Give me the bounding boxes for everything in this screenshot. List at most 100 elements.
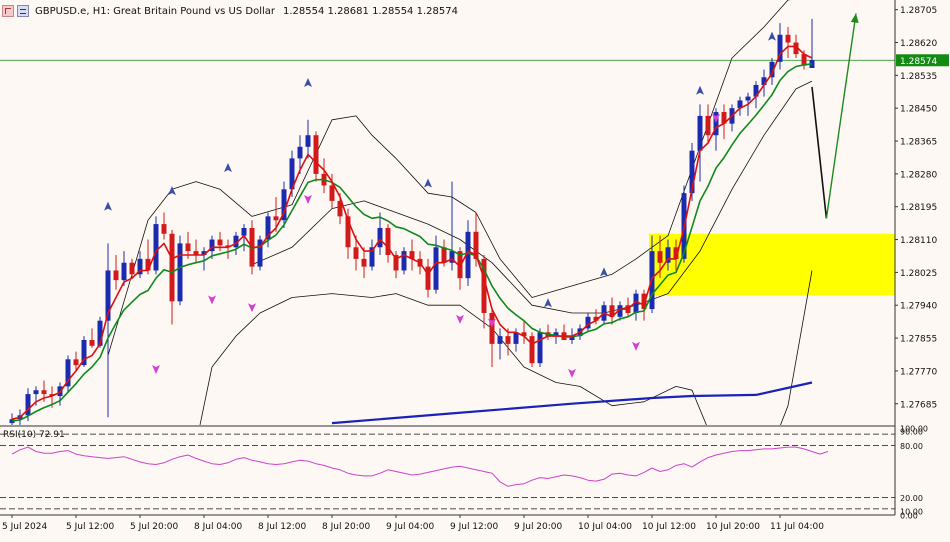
candle-body xyxy=(745,96,751,101)
rsi-tick-label: 10.00 xyxy=(900,508,923,517)
candle-body xyxy=(137,258,143,275)
rsi-tick-label: 0.00 xyxy=(900,512,918,521)
candle-body xyxy=(65,359,71,387)
price-tick-label: 1.27770 xyxy=(900,367,937,377)
candle-body xyxy=(129,262,135,275)
candle-body xyxy=(697,115,703,151)
candle-body xyxy=(425,266,431,290)
candle-body xyxy=(345,216,351,248)
candle-body xyxy=(409,251,415,259)
candle-body xyxy=(97,320,103,346)
main-plot xyxy=(0,0,895,425)
candle-body xyxy=(537,332,543,364)
rsi-tick-label: 100.00 xyxy=(900,425,928,434)
fractal-down-marker xyxy=(712,113,720,123)
candle-body xyxy=(753,85,759,97)
candle-body xyxy=(793,42,799,55)
candle-body xyxy=(401,251,407,271)
forecast-arrow-head xyxy=(850,13,859,24)
fractal-down-marker xyxy=(304,195,312,205)
time-tick-label: 10 Jul 12:00 xyxy=(642,522,696,532)
candle-body xyxy=(361,258,367,267)
candle-body xyxy=(801,54,807,66)
candle-body xyxy=(449,251,455,263)
slow-moving-average xyxy=(11,63,813,422)
candle-body xyxy=(353,247,359,259)
candle-body xyxy=(25,394,31,416)
chart-menu-icon[interactable] xyxy=(2,5,14,17)
candle-body xyxy=(377,227,383,248)
candle-body xyxy=(785,34,791,43)
time-tick-label: 10 Jul 04:00 xyxy=(578,522,632,532)
candle-body xyxy=(777,34,783,62)
fractal-up-marker xyxy=(104,201,112,211)
candle-body xyxy=(337,200,343,217)
price-tick-label: 1.27685 xyxy=(900,400,937,410)
rsi-pane: RSI(10) 72.91 100.00 80.00 20.00 0.00 90.00 10… xyxy=(0,425,928,521)
candle-body xyxy=(105,270,111,321)
candle-body xyxy=(553,332,559,337)
forecast-up-leg xyxy=(825,13,857,219)
candle-body xyxy=(73,359,79,366)
candle-body xyxy=(265,216,271,240)
candle-body xyxy=(593,316,599,321)
candle-body xyxy=(169,233,175,302)
time-tick-label: 8 Jul 20:00 xyxy=(322,522,371,532)
candle-body xyxy=(465,231,471,279)
candle-body xyxy=(721,112,727,124)
fractal-down-marker xyxy=(488,318,496,328)
candle-body xyxy=(737,100,743,109)
price-tick-label: 1.28110 xyxy=(900,236,937,246)
price-tick-label: 1.27940 xyxy=(900,302,937,312)
price-tick-label: 1.27855 xyxy=(900,335,937,345)
fractal-up-marker xyxy=(224,163,232,172)
fractal-up-marker xyxy=(424,178,432,188)
candle-body xyxy=(217,239,223,246)
price-tick-label: 1.28280 xyxy=(900,170,937,180)
candle-body xyxy=(761,77,767,85)
price-tick-label: 1.28450 xyxy=(900,105,937,115)
candle-body xyxy=(497,336,503,344)
time-tick-label: 5 Jul 20:00 xyxy=(130,522,179,532)
rsi-tick-label: 20.00 xyxy=(900,494,923,503)
candle-body xyxy=(113,270,119,281)
candle-body xyxy=(185,243,191,252)
candle-body xyxy=(33,390,39,395)
rsi-tick-label: 90.00 xyxy=(900,427,923,436)
price-tick-label: 1.28535 xyxy=(900,72,937,82)
time-tick-label: 8 Jul 04:00 xyxy=(194,522,243,532)
candle-body xyxy=(177,243,183,302)
chart-type-icon[interactable] xyxy=(17,5,29,17)
candle-body xyxy=(689,150,695,194)
candle-body xyxy=(513,332,519,344)
current-price-label: 1.28574 xyxy=(900,57,937,67)
time-tick-label: 5 Jul 12:00 xyxy=(66,522,115,532)
price-tick-label: 1.28620 xyxy=(900,39,937,49)
candle-body xyxy=(161,224,167,234)
fractal-up-marker xyxy=(544,298,552,308)
candle-body xyxy=(9,419,15,424)
candle-body xyxy=(257,239,263,267)
candle-body xyxy=(481,258,487,313)
time-tick-label: 10 Jul 20:00 xyxy=(706,522,760,532)
rsi-label: RSI(10) 72.91 xyxy=(3,430,65,440)
fractal-down-marker xyxy=(632,341,640,351)
candle-body xyxy=(241,227,247,236)
candle-body xyxy=(385,227,391,255)
candle-body xyxy=(233,235,239,248)
candle-body xyxy=(209,239,215,252)
time-tick-label: 8 Jul 12:00 xyxy=(258,522,307,532)
candle-body xyxy=(713,112,719,136)
candle-body xyxy=(585,316,591,329)
candle-body xyxy=(641,293,647,310)
candle-body xyxy=(457,251,463,279)
fractal-down-marker xyxy=(248,303,256,313)
fractal-up-marker xyxy=(600,267,608,277)
bollinger-lower-band xyxy=(199,270,813,425)
bollinger-upper-band xyxy=(107,0,791,356)
fractal-down-marker xyxy=(456,314,464,324)
candle-body xyxy=(433,247,439,290)
fractal-up-marker xyxy=(768,31,776,41)
